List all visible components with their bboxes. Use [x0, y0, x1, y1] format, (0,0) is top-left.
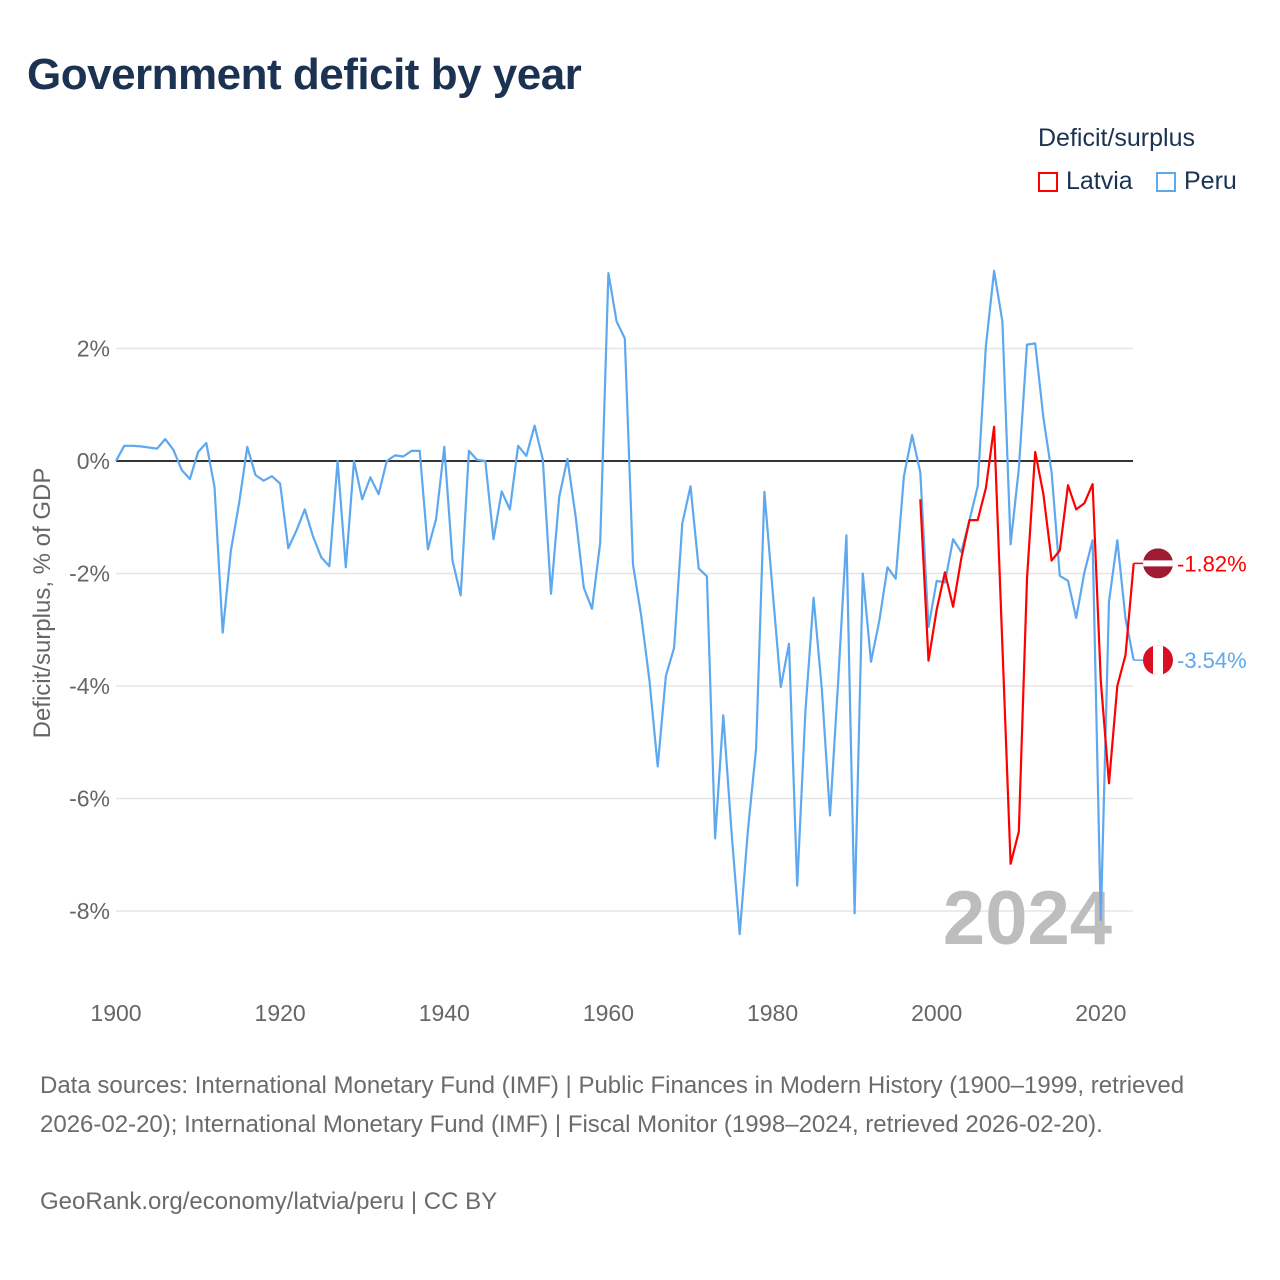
- series-lines: [115, 269, 1135, 936]
- x-tick-label: 1940: [419, 1000, 470, 1026]
- credit-link[interactable]: GeoRank.org/economy/latvia/peru | CC BY: [40, 1188, 498, 1215]
- end-label-peru: -3.54%: [1177, 648, 1247, 673]
- flag-stripe: [1153, 645, 1163, 676]
- legend-item-latvia[interactable]: Latvia: [1038, 167, 1133, 196]
- end-label-latvia: -1.82%: [1177, 551, 1247, 576]
- flag-peru-icon: [1143, 645, 1173, 676]
- y-axis-ticks: 2% 0% -2% -4% -6% -8%: [69, 336, 110, 925]
- series-line-peru: [115, 269, 1135, 936]
- end-labels: -3.54% -1.82%: [1133, 548, 1247, 676]
- y-tick-label: -2%: [69, 561, 110, 587]
- legend-item-peru[interactable]: Peru: [1156, 167, 1237, 196]
- legend-title: Deficit/surplus: [1038, 124, 1195, 152]
- chart-title: Government deficit by year: [27, 50, 582, 99]
- x-tick-label: 2000: [911, 1000, 962, 1026]
- x-tick-label: 1920: [255, 1000, 306, 1026]
- y-axis-title: Deficit/surplus, % of GDP: [29, 468, 56, 739]
- y-tick-label: 2%: [77, 336, 110, 362]
- x-tick-label: 2020: [1075, 1000, 1126, 1026]
- flag-latvia-icon: [1143, 548, 1173, 579]
- flag-stripe: [1143, 560, 1173, 567]
- y-tick-label: 0%: [77, 448, 110, 474]
- x-tick-label: 1980: [747, 1000, 798, 1026]
- y-tick-label: -4%: [69, 673, 110, 699]
- series-line-latvia: [919, 425, 1135, 865]
- legend-label-peru: Peru: [1184, 167, 1237, 195]
- legend-swatch-peru: [1156, 171, 1176, 192]
- gridlines: [116, 347, 1133, 912]
- data-sources: Data sources: International Monetary Fun…: [40, 1072, 1185, 1138]
- x-axis-ticks: 1900 1920 1940 1960 1980 2000 2020: [90, 1000, 1126, 1026]
- y-tick-label: -6%: [69, 786, 110, 812]
- year-watermark: 2024: [943, 876, 1112, 961]
- y-tick-label: -8%: [69, 898, 110, 924]
- x-tick-label: 1960: [583, 1000, 634, 1026]
- legend-swatch-latvia: [1038, 171, 1058, 192]
- legend-label-latvia: Latvia: [1066, 167, 1133, 195]
- x-tick-label: 1900: [90, 1000, 141, 1026]
